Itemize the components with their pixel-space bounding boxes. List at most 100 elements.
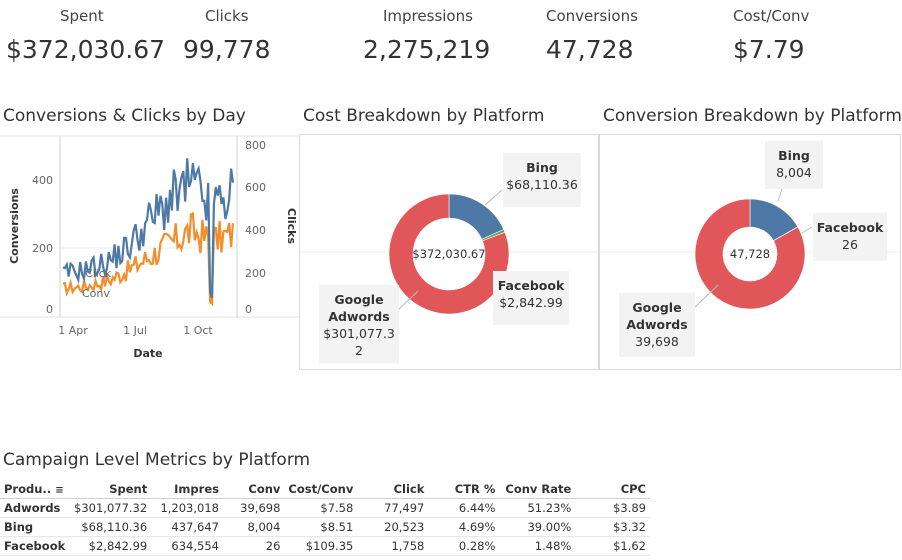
kpi-cost-conv-value: $7.79 bbox=[733, 35, 805, 64]
facebook-leader-line bbox=[801, 226, 813, 234]
cell-spent: $301,077.32 bbox=[69, 498, 152, 518]
x-tick-oct: 1 Oct bbox=[183, 324, 213, 337]
right-tick-400: 400 bbox=[245, 224, 266, 237]
x-axis-title: Date bbox=[133, 347, 162, 360]
kpi-spent-label: Spent bbox=[60, 7, 104, 25]
cost-donut-center: $372,030.67 bbox=[412, 247, 485, 261]
conversion-breakdown-panel: 47,728 Bing 8,004 Facebook 26 Google Adw… bbox=[599, 134, 901, 370]
cost-google-name-1: Google bbox=[334, 292, 384, 307]
conv-google-value: 39,698 bbox=[635, 334, 679, 349]
cell-ctr: 4.69% bbox=[428, 517, 500, 537]
conv-series-line[interactable] bbox=[62, 211, 235, 307]
cost-facebook-name: Facebook bbox=[497, 278, 565, 293]
kpi-cost-conv-label: Cost/Conv bbox=[733, 7, 810, 25]
line-chart[interactable]: 400 200 0 800 600 400 200 0 Conversions … bbox=[0, 134, 298, 370]
cell-conv: 26 bbox=[222, 536, 285, 556]
right-tick-0: 0 bbox=[245, 303, 252, 316]
col-header-product-label: Produ.. bbox=[4, 482, 52, 496]
right-tick-200: 200 bbox=[245, 267, 266, 280]
google-leader-line bbox=[693, 284, 719, 309]
x-tick-jul: 1 Jul bbox=[123, 324, 147, 337]
donut-slice-google-adwords[interactable] bbox=[694, 198, 806, 310]
col-header-product[interactable]: Produ.. ≡ bbox=[0, 480, 70, 499]
left-tick-200: 200 bbox=[32, 242, 53, 255]
col-header-ctr[interactable]: CTR % bbox=[428, 480, 500, 499]
conv-donut-svg[interactable]: 47,728 bbox=[600, 135, 900, 369]
kpi-spent-value: $372,030.67 bbox=[6, 35, 166, 64]
col-header-cost-conv[interactable]: Cost/Conv bbox=[284, 480, 358, 499]
cell-impres: 437,647 bbox=[151, 517, 223, 537]
cell-spent: $2,842.99 bbox=[69, 536, 152, 556]
line-chart-title: Conversions & Clicks by Day bbox=[3, 106, 246, 126]
cell-click: 1,758 bbox=[357, 536, 429, 556]
cost-donut[interactable] bbox=[388, 193, 510, 315]
cost-google-value-2: 2 bbox=[355, 343, 363, 358]
cell-conv-rate: 51.23% bbox=[499, 498, 576, 518]
conv-series-label: Conv bbox=[82, 287, 110, 300]
cost-google-callout: Google Adwords $301,077.3 2 bbox=[319, 285, 399, 363]
table-header-row: Produ.. ≡ Spent Impres Conv Cost/Conv Cl… bbox=[0, 480, 650, 499]
conv-google-name-1: Google bbox=[632, 300, 682, 315]
cost-bing-callout: Bing $68,110.36 bbox=[503, 153, 581, 207]
cost-donut-title: Cost Breakdown by Platform bbox=[303, 106, 545, 126]
cell-conv-rate: 1.48% bbox=[499, 536, 576, 556]
conv-bing-callout: Bing 8,004 bbox=[765, 141, 823, 189]
cell-click: 77,497 bbox=[357, 498, 429, 518]
right-tick-600: 600 bbox=[245, 181, 266, 194]
right-tick-800: 800 bbox=[245, 139, 266, 152]
conv-facebook-value: 26 bbox=[842, 237, 858, 252]
conv-facebook-callout: Facebook 26 bbox=[813, 213, 887, 261]
conv-donut-title: Conversion Breakdown by Platform bbox=[603, 106, 902, 126]
kpi-clicks-label: Clicks bbox=[205, 7, 249, 25]
cell-ctr: 6.44% bbox=[428, 498, 500, 518]
col-header-impres[interactable]: Impres bbox=[151, 480, 223, 499]
cost-google-value-1: $301,077.3 bbox=[323, 326, 395, 341]
col-header-cpc[interactable]: CPC bbox=[575, 480, 650, 499]
cost-donut-svg[interactable]: $372,030.67 bbox=[300, 135, 598, 369]
cell-cost-conv: $8.51 bbox=[284, 517, 358, 537]
cell-impres: 1,203,018 bbox=[151, 498, 223, 518]
metrics-table: Produ.. ≡ Spent Impres Conv Cost/Conv Cl… bbox=[0, 480, 650, 556]
cell-cost-conv: $7.58 bbox=[284, 498, 358, 518]
cell-cpc: $1.62 bbox=[575, 536, 650, 556]
cell-impres: 634,554 bbox=[151, 536, 223, 556]
kpi-conversions-label: Conversions bbox=[546, 7, 638, 25]
right-axis-title: Clicks bbox=[285, 208, 298, 244]
conv-google-callout: Google Adwords 39,698 bbox=[619, 293, 695, 357]
col-header-spent[interactable]: Spent bbox=[69, 480, 152, 499]
cell-click: 20,523 bbox=[357, 517, 429, 537]
cell-product: Bing bbox=[0, 517, 70, 537]
table-row[interactable]: Bing $68,110.36 437,647 8,004 $8.51 20,5… bbox=[0, 517, 650, 537]
table-title: Campaign Level Metrics by Platform bbox=[3, 450, 311, 470]
col-header-conv-rate[interactable]: Conv Rate bbox=[499, 480, 576, 499]
bing-leader-line bbox=[484, 189, 503, 206]
cost-bing-name: Bing bbox=[526, 160, 558, 175]
cell-spent: $68,110.36 bbox=[69, 517, 152, 537]
donut-slice-bing[interactable] bbox=[448, 193, 505, 240]
conv-bing-name: Bing bbox=[778, 148, 810, 163]
cell-cost-conv: $109.35 bbox=[284, 536, 358, 556]
cell-ctr: 0.28% bbox=[428, 536, 500, 556]
click-series-line[interactable] bbox=[62, 158, 235, 299]
conv-donut[interactable] bbox=[694, 198, 806, 310]
col-header-click[interactable]: Click bbox=[357, 480, 429, 499]
conv-google-name-2: Adwords bbox=[626, 317, 688, 332]
donut-slice-google-adwords[interactable] bbox=[388, 193, 510, 315]
cell-cpc: $3.32 bbox=[575, 517, 650, 537]
cost-facebook-callout: Facebook $2,842.99 bbox=[493, 271, 569, 325]
kpi-impressions-label: Impressions bbox=[383, 7, 473, 25]
cell-conv: 8,004 bbox=[222, 517, 285, 537]
table-row[interactable]: Adwords $301,077.32 1,203,018 39,698 $7.… bbox=[0, 498, 650, 518]
col-header-conv[interactable]: Conv bbox=[222, 480, 285, 499]
sort-icon[interactable]: ≡ bbox=[55, 485, 64, 496]
table-row[interactable]: Facebook $2,842.99 634,554 26 $109.35 1,… bbox=[0, 536, 650, 556]
kpi-conversions-value: 47,728 bbox=[546, 35, 634, 64]
cell-cpc: $3.89 bbox=[575, 498, 650, 518]
line-series-container bbox=[62, 158, 235, 307]
conv-donut-center: 47,728 bbox=[730, 247, 770, 261]
click-series-label: Click bbox=[85, 267, 112, 280]
kpi-impressions-value: 2,275,219 bbox=[363, 35, 491, 64]
google-leader-line bbox=[397, 290, 419, 311]
conv-facebook-name: Facebook bbox=[816, 220, 884, 235]
conv-bing-value: 8,004 bbox=[776, 165, 812, 180]
